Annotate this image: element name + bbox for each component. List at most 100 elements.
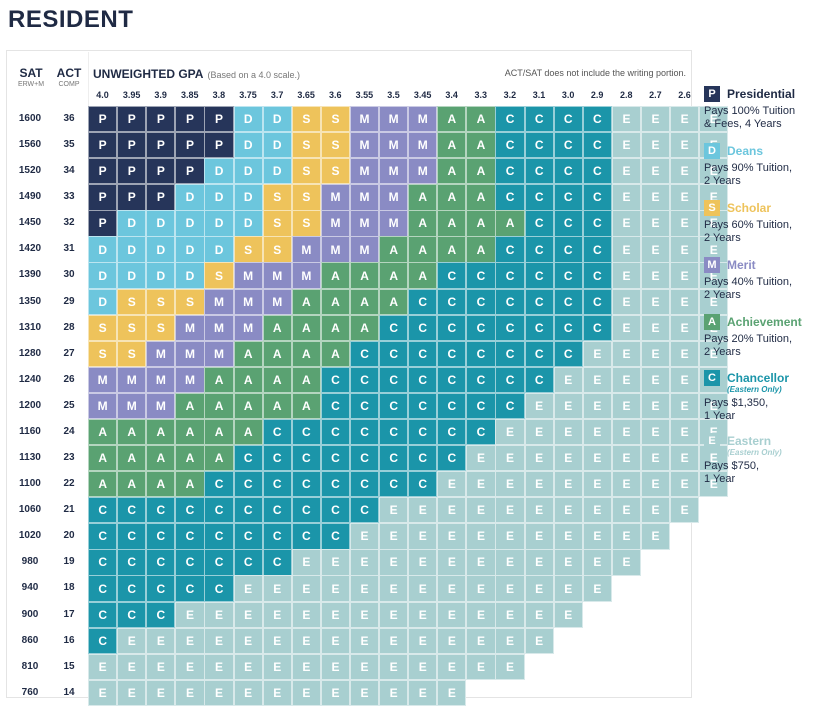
award-cell: E [437, 523, 467, 550]
award-cell: E [670, 497, 700, 524]
legend-item-header: D Deans [704, 143, 834, 159]
gpa-tick-label: 3.9 [154, 90, 167, 100]
award-cell: A [379, 262, 409, 289]
award-cell: E [495, 549, 525, 576]
award-cell: C [204, 575, 234, 602]
award-cell: A [233, 340, 263, 367]
award-cell: C [204, 523, 234, 550]
award-cell: E [204, 679, 234, 707]
award-cell: D [204, 184, 234, 211]
award-cell: E [582, 392, 612, 420]
legend-swatch: C [704, 370, 720, 386]
award-cell: D [175, 262, 205, 289]
award-cell: E [640, 314, 671, 341]
award-cell: E [670, 314, 700, 341]
award-cell: C [437, 288, 467, 315]
award-cell: D [88, 262, 118, 289]
award-cell: E [437, 653, 467, 680]
award-cell: C [320, 497, 351, 524]
sat-score-label: 1240 [18, 373, 42, 385]
gpa-tick-label: 3.0 [561, 90, 575, 100]
legend-description: Pays $750, [704, 460, 760, 472]
award-cell: E [553, 418, 583, 446]
award-cell: A [291, 314, 321, 341]
award-cell: D [88, 236, 118, 263]
award-cell: C [524, 262, 554, 289]
act-score-label: 23 [63, 452, 75, 464]
award-cell: E [611, 236, 642, 263]
award-cell: C [408, 340, 438, 367]
award-cell: P [146, 158, 176, 185]
award-cell: C [524, 314, 554, 341]
award-cell: C [262, 523, 292, 550]
award-cell: C [349, 392, 380, 420]
award-cell: E [117, 627, 147, 654]
legend-name: Eastern [727, 434, 772, 448]
award-cell: E [175, 679, 205, 707]
legend-description: Pays 90% Tuition, [704, 162, 793, 174]
award-cell: E [88, 653, 118, 680]
sat-score-label: 940 [21, 582, 39, 594]
award-cell: M [146, 392, 176, 420]
award-cell: C [466, 340, 496, 367]
award-cell: E [611, 471, 642, 498]
award-cell: C [408, 314, 438, 341]
award-cell: D [117, 236, 147, 263]
sat-score-label: 1420 [18, 243, 42, 255]
act-score-label: 18 [63, 582, 75, 594]
award-cell: D [233, 106, 263, 133]
legend-subtitle: (Eastern Only) [727, 448, 782, 457]
legend-swatch: S [704, 200, 720, 216]
award-cell: E [262, 679, 292, 707]
act-score-label: 27 [63, 347, 75, 359]
legend-description: Pays 60% Tuition, [704, 219, 793, 231]
award-cell: A [88, 418, 118, 446]
award-cell: M [408, 106, 438, 133]
award-cell: C [146, 523, 176, 550]
award-cell: E [437, 471, 467, 498]
award-cell: D [175, 210, 205, 237]
award-cell: A [291, 366, 321, 394]
award-cell: C [553, 210, 583, 237]
award-cell: C [379, 471, 409, 498]
award-cell: A [466, 184, 496, 211]
award-cell: S [233, 236, 263, 263]
award-cell: E [524, 392, 554, 420]
award-cell: M [320, 236, 351, 263]
legend-description: 2 Years [704, 289, 741, 301]
award-cell: C [524, 340, 554, 367]
award-cell: E [611, 497, 642, 524]
award-cell: C [408, 392, 438, 420]
award-cell: E [466, 471, 496, 498]
award-cell: C [379, 418, 409, 446]
award-cell: M [233, 262, 263, 289]
award-cell: C [146, 575, 176, 602]
award-cell: D [146, 236, 176, 263]
award-cell: E [408, 679, 438, 707]
award-cell: M [175, 366, 205, 394]
award-cell: C [291, 471, 321, 498]
award-cell: C [495, 392, 525, 420]
award-cell: A [204, 392, 234, 420]
award-cell: C [582, 106, 612, 133]
award-cell: A [262, 392, 292, 420]
award-cell: C [408, 288, 438, 315]
award-cell: M [117, 392, 147, 420]
award-cell: C [466, 288, 496, 315]
award-cell: M [408, 158, 438, 185]
award-cell: E [495, 653, 525, 680]
award-cell: A [233, 366, 263, 394]
award-cell: E [670, 158, 700, 185]
award-cell: C [175, 497, 205, 524]
award-cell: S [204, 262, 234, 289]
award-cell: P [146, 106, 176, 133]
legend-swatch: P [704, 86, 720, 102]
award-cell: A [117, 445, 147, 472]
award-cell: E [640, 132, 671, 159]
award-cell: A [379, 288, 409, 315]
award-cell: E [291, 575, 321, 602]
award-cell: A [233, 418, 263, 446]
award-cell: S [262, 236, 292, 263]
award-cell: M [349, 106, 380, 133]
award-cell: M [204, 288, 234, 315]
